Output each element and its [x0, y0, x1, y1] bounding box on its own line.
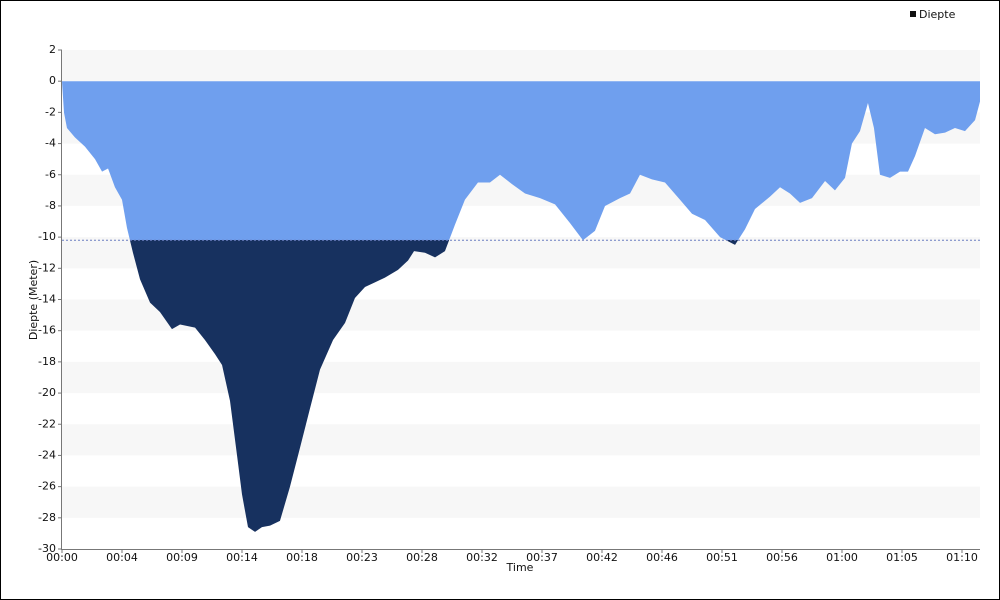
x-tick-label: 00:14: [226, 551, 258, 564]
y-tick-label: -12: [38, 261, 56, 274]
grid-band: [62, 424, 980, 456]
x-tick-label: 00:46: [646, 551, 678, 564]
x-tick-label: 00:04: [106, 551, 138, 564]
x-tick-label: 00:23: [346, 551, 378, 564]
y-tick-label: 0: [49, 74, 56, 87]
x-tick-label: 00:51: [706, 551, 738, 564]
x-axis-label: Time: [506, 561, 534, 574]
x-tick-label: 00:00: [46, 551, 78, 564]
y-tick-label: -20: [38, 386, 56, 399]
y-axis-label: Diepte (Meter): [27, 260, 40, 340]
plot: [62, 81, 980, 532]
grid-band: [62, 486, 980, 518]
y-tick-label: -14: [38, 293, 56, 306]
y-tick-label: -4: [45, 137, 56, 150]
x-tick-label: 01:05: [886, 551, 918, 564]
y-tick-label: -18: [38, 355, 56, 368]
x-tick-label: 01:00: [826, 551, 858, 564]
grid-band: [62, 50, 980, 82]
y-tick-label: -22: [38, 417, 56, 430]
legend-marker: [910, 11, 916, 17]
x-tick-label: 00:56: [766, 551, 798, 564]
x-tick-label: 00:37: [526, 551, 558, 564]
y-tick-label: -16: [38, 324, 56, 337]
x-tick-label: 00:09: [166, 551, 198, 564]
grid-band: [62, 361, 980, 394]
y-tick-label: -26: [38, 480, 56, 493]
y-tick-label: -24: [38, 448, 56, 461]
y-tick-label: -10: [38, 230, 56, 243]
depth-area: [62, 81, 980, 532]
y-tick-label: -6: [45, 168, 56, 181]
y-tick-label: 2: [49, 43, 56, 56]
x-tick-label: 00:18: [286, 551, 318, 564]
x-tick-label: 00:32: [466, 551, 498, 564]
y-tick-label: -30: [38, 542, 56, 555]
y-tick-label: -2: [45, 105, 56, 118]
x-tick-label: 00:42: [586, 551, 618, 564]
x-tick-label: 00:28: [406, 551, 438, 564]
x-tick-label: 01:10: [946, 551, 978, 564]
y-tick-label: -28: [38, 511, 56, 524]
y-tick-label: -8: [45, 199, 56, 212]
legend-label: Diepte: [919, 8, 956, 21]
